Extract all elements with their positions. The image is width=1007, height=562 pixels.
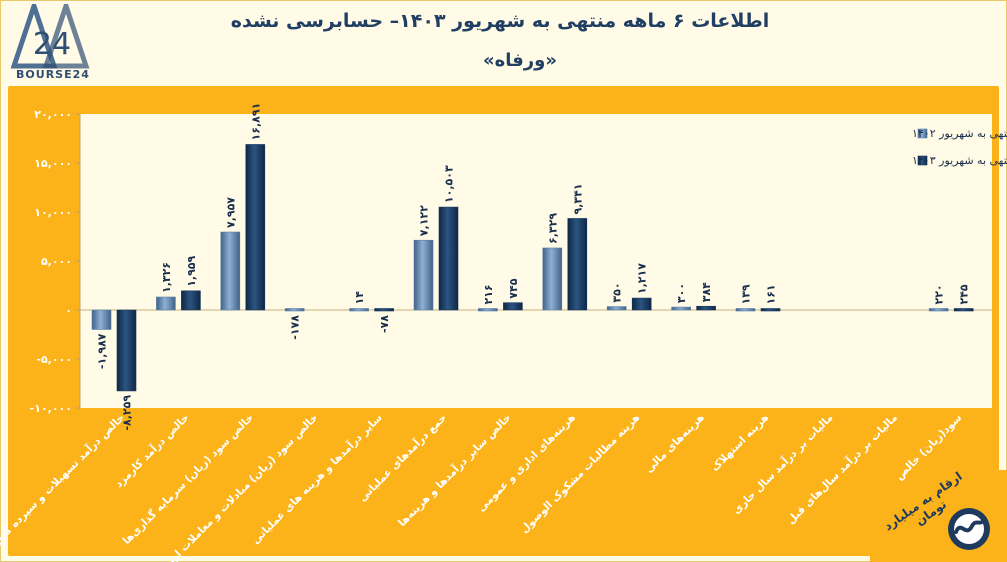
plot-area <box>80 114 992 408</box>
bar-1403-10 <box>760 308 781 312</box>
data-label: ۷,۹۵۷ <box>224 197 237 228</box>
value-labels: -۱,۹۸۷ ۱,۳۲۶ ۷,۹۵۷ -۱۷۸ ۱۴ ۲۱۶ ۶,۳۲۹ ۳۵۰ ۳۰۰ ۱۳۹ ۲… <box>96 103 971 431</box>
legend-label: عملکرد منتهی به شهریور ۱۴۰۳ <box>912 154 1007 167</box>
data-label: ۲۱۶ <box>482 284 495 304</box>
data-label: ۱,۲۱۷ <box>636 263 649 294</box>
bar-1402-13 <box>928 308 949 312</box>
y-tick-label: -۵,۰۰۰ <box>36 353 72 366</box>
data-label: ۳۸۴ <box>700 282 713 302</box>
data-label: ۱۳۹ <box>740 284 753 304</box>
bar-1402-8 <box>606 306 627 311</box>
bar-1403-9 <box>696 305 716 311</box>
data-label: -۸,۲۵۹ <box>121 395 134 431</box>
y-tick-label: ۱۵,۰۰۰ <box>34 157 72 170</box>
bar-1402-2 <box>220 231 241 311</box>
bar-1402-5 <box>413 239 434 311</box>
data-label: ۱۰,۵۰۳ <box>443 165 456 203</box>
y-tick-label: ۰ <box>65 304 72 317</box>
data-label: ۷۴۵ <box>507 278 520 298</box>
page-subtitle: «ورفاه» <box>483 50 557 71</box>
page-title: اطلاعات ۶ ماهه منتهی به شهریور ۱۴۰۳– حسا… <box>230 10 770 32</box>
data-label: ۱,۳۲۶ <box>160 262 173 293</box>
data-label: -۱۷۸ <box>289 315 302 340</box>
y-tick-label: ۲۰,۰۰۰ <box>34 108 72 121</box>
data-label: ۷,۱۲۲ <box>418 205 431 236</box>
bar-1403-0 <box>116 309 137 392</box>
svg-text:24: 24 <box>33 27 71 62</box>
bars <box>80 144 992 392</box>
category-label: هزینه استهلاک <box>709 412 771 474</box>
category-label: خالص درآمد تسهیلات و سپرده گذاری <box>0 411 127 555</box>
data-label: -۱,۹۸۷ <box>96 333 109 369</box>
data-label: ۲۴۵ <box>958 284 971 304</box>
y-tick-label: ۵,۰۰۰ <box>41 255 72 268</box>
data-label: ۱,۹۵۹ <box>185 255 198 286</box>
data-label: ۳۵۰ <box>611 282 624 302</box>
data-label: ۹,۳۴۱ <box>571 183 584 214</box>
bar-1403-2 <box>245 144 266 311</box>
bar-1403-6 <box>503 302 523 311</box>
legend-swatch <box>917 155 928 166</box>
y-axis-ticks: -۱۰,۰۰۰ -۵,۰۰۰ ۰ ۵,۰۰۰ ۱۰,۰۰۰ ۱۵,۰۰۰ ۲۰,۰۰۰ <box>30 108 80 415</box>
legend: عملکرد منتهی به شهریور ۱۴۰۲ عملکرد منتهی … <box>912 127 1007 167</box>
bar-1402-7 <box>542 247 563 311</box>
category-label: خالص سایر درآمدها و هزینه‌ها <box>395 411 513 529</box>
logo-text: BOURSE24 <box>16 68 90 81</box>
bar-1403-7 <box>567 218 588 311</box>
category-label: هزینه مطالبات مشکوک الوصول <box>518 412 642 536</box>
data-label: ۶,۳۲۹ <box>546 213 559 244</box>
logo-mark-icon: 24 <box>10 0 90 69</box>
category-label: هزینه‌های مالی <box>643 412 707 476</box>
bar-1402-1 <box>156 296 176 311</box>
bar-1403-5 <box>438 206 459 311</box>
bar-1403-13 <box>953 308 974 312</box>
wave-logo-icon <box>948 508 990 550</box>
bar-1402-0 <box>91 309 112 330</box>
category-label: خالص سود (زیان) سرمایه گذاری‌ها <box>120 411 256 547</box>
category-label: مالیات بر درآمد سال جاری <box>730 411 836 517</box>
legend-label: عملکرد منتهی به شهریور ۱۴۰۲ <box>912 127 1007 140</box>
site-badge <box>946 506 992 552</box>
data-label: -۷۸ <box>378 315 391 333</box>
category-label: سایر درآمدها و هزینه های عملیاتی <box>249 411 385 547</box>
bar-1402-9 <box>671 306 691 311</box>
data-label: ۳۰۰ <box>675 283 688 303</box>
bar-1402-6 <box>478 308 498 312</box>
bar-1402-4 <box>349 308 369 312</box>
data-label: ۲۲۰ <box>933 284 946 304</box>
bar-1403-8 <box>631 297 652 311</box>
bar-1403-1 <box>181 290 201 311</box>
bar-1402-10 <box>735 308 756 312</box>
bar-1403-4 <box>374 308 394 312</box>
data-label: ۱۶,۸۹۱ <box>249 103 262 141</box>
y-tick-label: ۱۰,۰۰۰ <box>34 206 72 219</box>
category-label: مالیات بر درآمد سال‌های قبل <box>784 411 900 527</box>
data-label: ۱۴ <box>353 291 366 305</box>
data-label: ۱۶۱ <box>765 284 778 304</box>
bourse24-logo: 24 BOURSE24 <box>8 0 98 88</box>
legend-swatch <box>917 128 928 139</box>
bar-1402-3 <box>284 308 305 312</box>
y-tick-label: -۱۰,۰۰۰ <box>30 402 72 415</box>
